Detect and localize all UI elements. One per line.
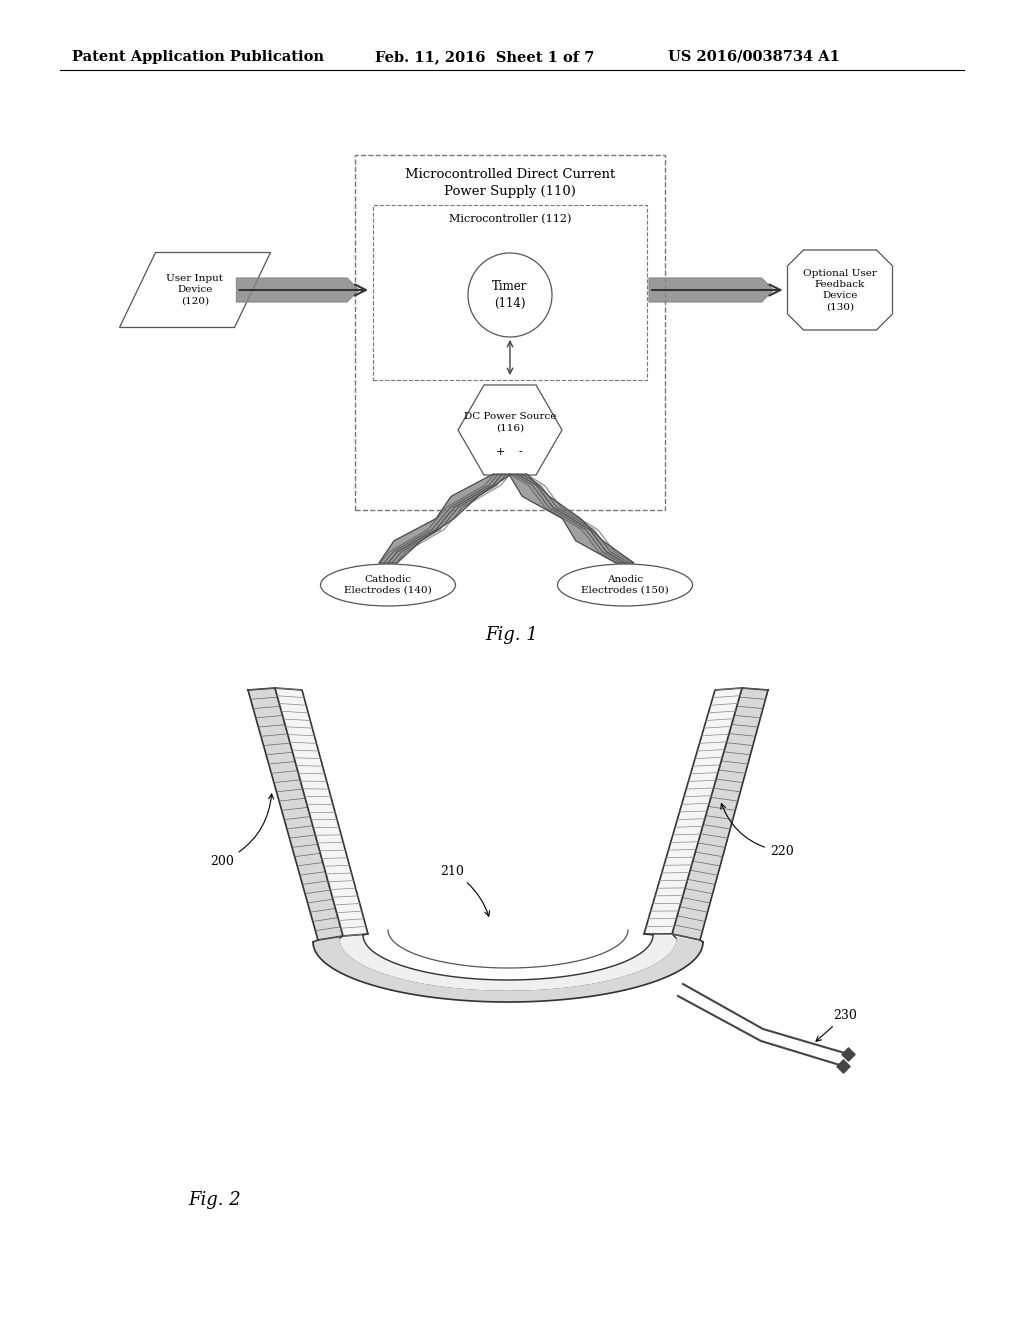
Point bbox=[835, 1056, 851, 1077]
Polygon shape bbox=[340, 935, 676, 990]
Text: +: + bbox=[496, 447, 505, 457]
Text: Optional User
Feedback
Device
(130): Optional User Feedback Device (130) bbox=[803, 269, 877, 312]
Point bbox=[840, 1043, 856, 1064]
Polygon shape bbox=[644, 688, 742, 935]
Polygon shape bbox=[672, 688, 768, 940]
Text: DC Power Source
(116): DC Power Source (116) bbox=[464, 412, 556, 432]
Text: Timer
(114): Timer (114) bbox=[493, 281, 527, 309]
Text: 220: 220 bbox=[721, 804, 794, 858]
Text: 200: 200 bbox=[210, 795, 273, 869]
Text: Feb. 11, 2016  Sheet 1 of 7: Feb. 11, 2016 Sheet 1 of 7 bbox=[375, 50, 594, 63]
Text: 230: 230 bbox=[816, 1008, 857, 1041]
FancyArrow shape bbox=[649, 279, 773, 302]
Text: -: - bbox=[518, 447, 522, 457]
Polygon shape bbox=[379, 474, 511, 564]
Text: Fig. 1: Fig. 1 bbox=[485, 626, 539, 644]
Text: Anodic
Electrodes (150): Anodic Electrodes (150) bbox=[582, 576, 669, 595]
Polygon shape bbox=[509, 474, 634, 564]
FancyArrow shape bbox=[237, 279, 359, 302]
Text: Cathodic
Electrodes (140): Cathodic Electrodes (140) bbox=[344, 576, 432, 595]
Bar bbox=[355, 154, 665, 510]
Bar bbox=[373, 205, 647, 380]
Text: Fig. 2: Fig. 2 bbox=[188, 1191, 241, 1209]
Text: Microcontrolled Direct Current
Power Supply (110): Microcontrolled Direct Current Power Sup… bbox=[404, 168, 615, 198]
Polygon shape bbox=[313, 939, 703, 1002]
Polygon shape bbox=[248, 688, 343, 940]
Text: Patent Application Publication: Patent Application Publication bbox=[72, 50, 324, 63]
Text: User Input
Device
(120): User Input Device (120) bbox=[167, 275, 223, 306]
Text: 210: 210 bbox=[440, 865, 489, 916]
Polygon shape bbox=[275, 688, 368, 936]
Text: Microcontroller (112): Microcontroller (112) bbox=[449, 214, 571, 224]
Text: US 2016/0038734 A1: US 2016/0038734 A1 bbox=[668, 50, 840, 63]
